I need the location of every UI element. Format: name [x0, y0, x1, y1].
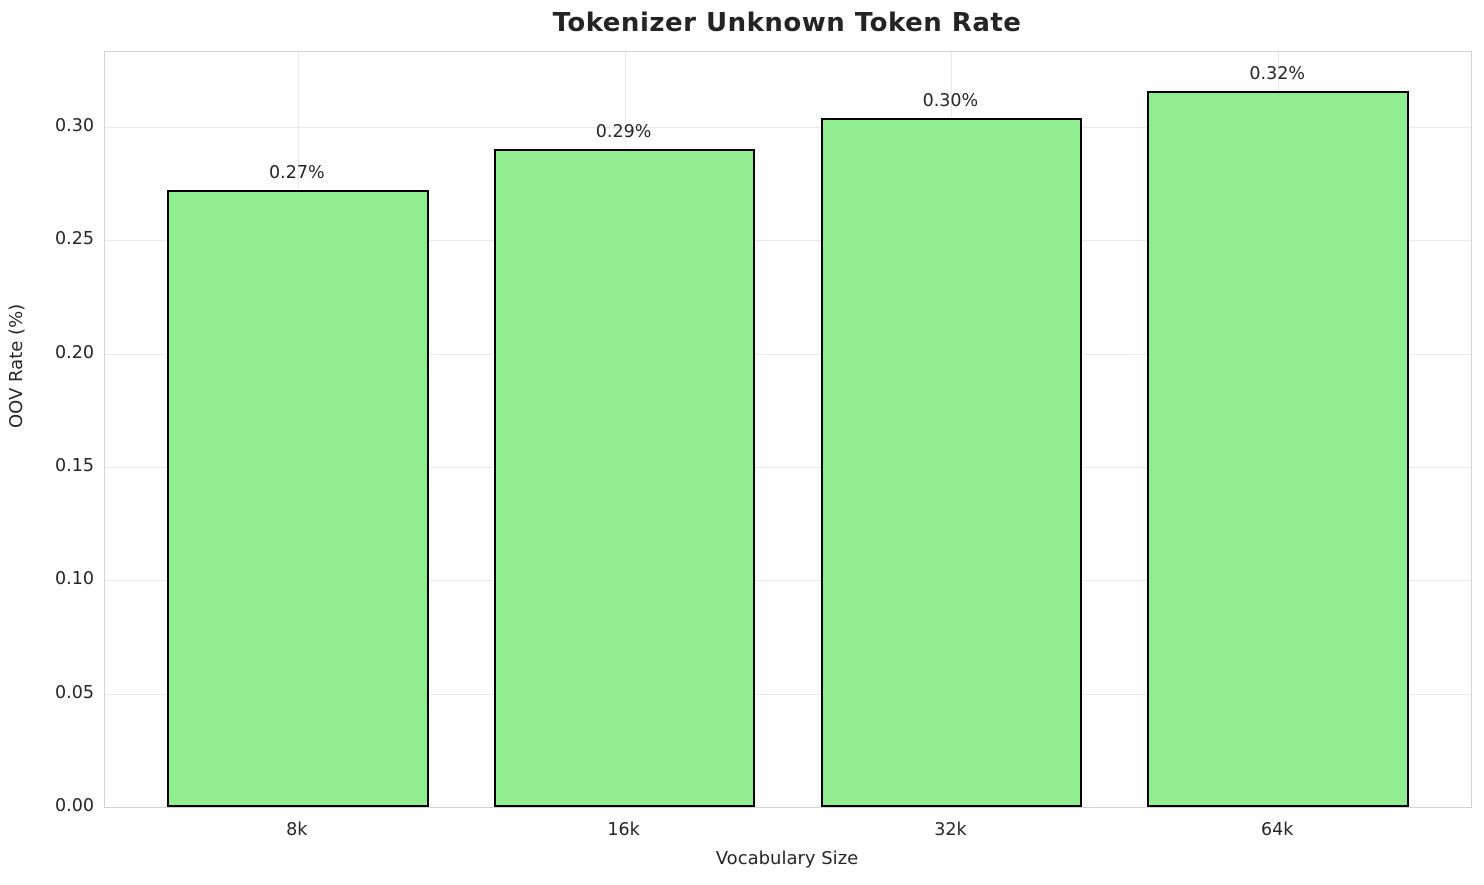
gridline-y-0.10 [105, 580, 1471, 582]
x-tick-label-64k: 64k [1260, 820, 1294, 840]
plot-area [104, 51, 1472, 808]
gridline-y-0.30 [105, 126, 1471, 128]
bar-value-label-32k: 0.30% [922, 90, 979, 111]
gridline-y-0.05 [105, 693, 1471, 695]
gridline-y-0.20 [105, 353, 1471, 355]
x-tick-label-16k: 16k [607, 820, 640, 840]
chart-title: Tokenizer Unknown Token Rate [552, 8, 1022, 38]
bar-64k [1147, 90, 1409, 807]
bar-value-label-64k: 0.32% [1249, 63, 1305, 84]
x-tick-label-32k: 32k [934, 820, 967, 840]
y-tick-label-0.20: 0.20 [55, 342, 94, 363]
bar-8k [167, 190, 429, 807]
bar-16k [493, 149, 756, 807]
gridline-y-0.15 [105, 466, 1471, 468]
y-tick-label-0.00: 0.00 [55, 796, 94, 816]
y-tick-label-0.30: 0.30 [55, 115, 94, 136]
y-tick-label-0.25: 0.25 [55, 229, 94, 250]
bar-value-label-8k: 0.27% [269, 163, 325, 184]
gridline-y-0.25 [105, 240, 1471, 242]
y-tick-label-0.05: 0.05 [55, 682, 94, 703]
y-tick-label-0.10: 0.10 [55, 569, 94, 590]
x-tick-label-8k: 8k [286, 820, 308, 840]
bar-32k [820, 117, 1083, 807]
y-tick-label-0.15: 0.15 [55, 455, 94, 476]
x-axis-label: Vocabulary Size [715, 848, 859, 869]
bar-value-label-16k: 0.29% [595, 122, 652, 143]
